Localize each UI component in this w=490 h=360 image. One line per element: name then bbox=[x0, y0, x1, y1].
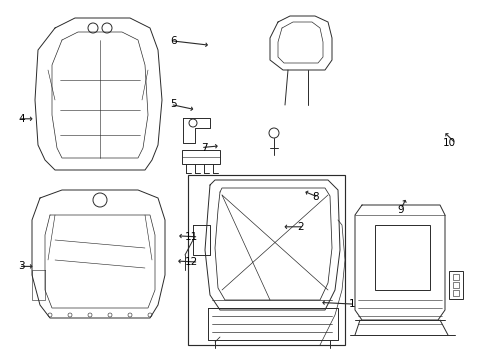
Circle shape bbox=[88, 23, 98, 33]
Bar bbox=[453, 290, 459, 296]
Circle shape bbox=[48, 313, 52, 317]
Circle shape bbox=[68, 313, 72, 317]
Text: 3: 3 bbox=[19, 261, 25, 271]
Circle shape bbox=[108, 313, 112, 317]
Text: 7: 7 bbox=[201, 143, 208, 153]
Circle shape bbox=[93, 193, 107, 207]
Text: 12: 12 bbox=[185, 257, 198, 267]
Text: 1: 1 bbox=[348, 299, 355, 309]
Text: 6: 6 bbox=[171, 36, 177, 46]
Text: 8: 8 bbox=[312, 192, 318, 202]
Circle shape bbox=[224, 333, 232, 341]
Text: 11: 11 bbox=[185, 232, 198, 242]
Circle shape bbox=[128, 313, 132, 317]
Circle shape bbox=[102, 23, 112, 33]
Text: 10: 10 bbox=[442, 138, 456, 148]
Text: 5: 5 bbox=[171, 99, 177, 109]
Text: 4: 4 bbox=[19, 114, 25, 124]
Bar bbox=[182, 150, 220, 164]
Circle shape bbox=[192, 232, 208, 248]
Bar bbox=[449, 271, 463, 299]
Bar bbox=[453, 282, 459, 288]
Bar bbox=[453, 274, 459, 280]
Circle shape bbox=[220, 329, 236, 345]
Text: 2: 2 bbox=[297, 222, 304, 232]
Text: 9: 9 bbox=[397, 204, 404, 215]
Circle shape bbox=[269, 128, 279, 138]
Circle shape bbox=[189, 119, 197, 127]
Bar bbox=[375, 225, 430, 290]
Bar bbox=[188, 175, 345, 345]
Circle shape bbox=[148, 313, 152, 317]
Circle shape bbox=[88, 313, 92, 317]
